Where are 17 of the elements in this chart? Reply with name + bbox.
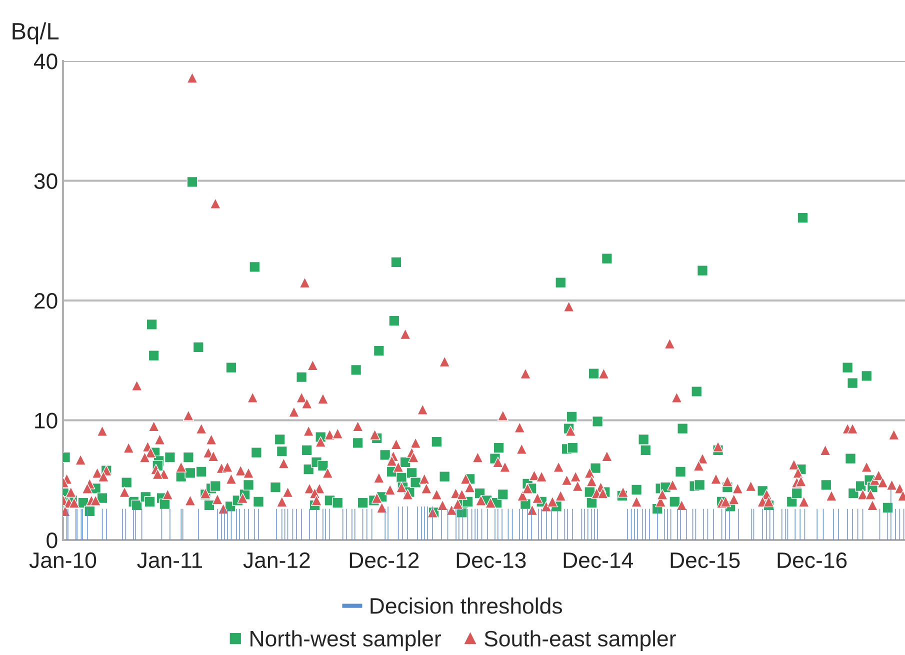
x-tick-label: Dec-15 bbox=[670, 552, 740, 568]
y-tick-label: 20 bbox=[34, 293, 58, 309]
legend-label: Decision thresholds bbox=[370, 597, 562, 614]
x-tick-label: Dec-12 bbox=[350, 552, 419, 568]
x-tick-label: Dec-13 bbox=[456, 552, 526, 568]
x-tick-label: Dec-14 bbox=[564, 552, 634, 568]
y-tick-label: 0 bbox=[46, 532, 58, 548]
x-tick-label: Jan-11 bbox=[137, 552, 202, 568]
legend-label: South-east sampler bbox=[484, 630, 676, 651]
x-tick-label: Jan-10 bbox=[29, 552, 96, 568]
legend-label: North-west sampler bbox=[250, 630, 442, 651]
x-tick-label: Jan-12 bbox=[243, 552, 310, 568]
y-tick-label: 30 bbox=[34, 173, 58, 189]
y-tick-label: 10 bbox=[35, 412, 58, 428]
y-tick-label: 40 bbox=[34, 54, 58, 70]
y-axis-title: Bq/L bbox=[12, 22, 59, 44]
x-tick-label: Dec-16 bbox=[778, 552, 847, 568]
